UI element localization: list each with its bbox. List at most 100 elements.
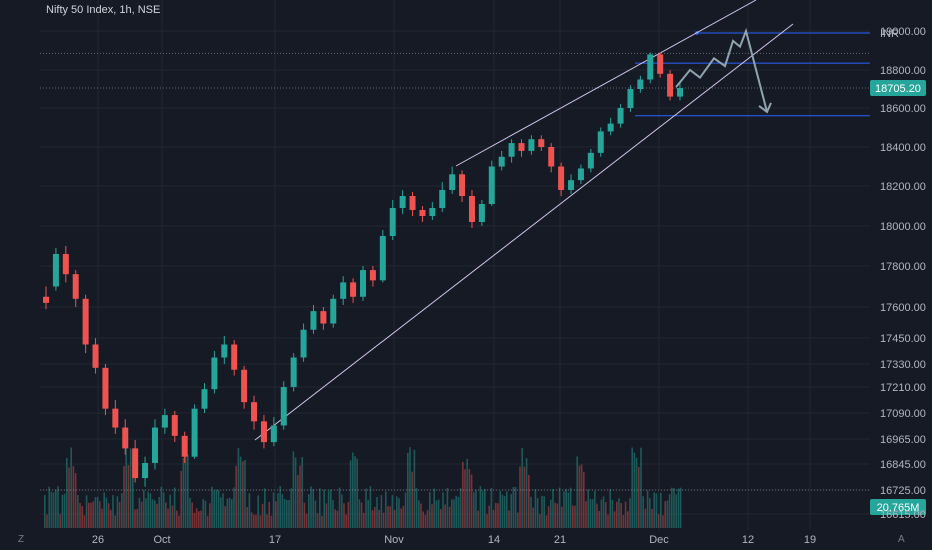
volume-bar xyxy=(330,489,332,528)
candle-body xyxy=(201,389,208,409)
chart-title: Nifty 50 Index, 1h, NSE xyxy=(46,4,161,16)
horizontal-levels[interactable]: INR 18705.20 20.765M xyxy=(40,28,926,515)
volume-bar xyxy=(552,488,554,528)
price-tick-label: 18400.00 xyxy=(880,142,926,154)
price-axis[interactable]: 19000.00 18800.00 18600.00 18400.00 18200.00… xyxy=(880,26,926,521)
volume-bar xyxy=(154,500,156,528)
volume-bar xyxy=(237,447,240,528)
volume-bar xyxy=(398,498,400,528)
volume-bar xyxy=(74,473,77,528)
volume-bar xyxy=(387,506,389,528)
volume-bar xyxy=(138,497,141,528)
volume-bar xyxy=(574,505,576,528)
volume-bar xyxy=(347,501,350,528)
rising-wedge-lines[interactable] xyxy=(254,0,794,441)
volume-bar xyxy=(268,501,270,528)
volume-bar xyxy=(646,490,649,528)
volume-bar xyxy=(149,493,152,528)
auto-scale-icon[interactable]: A xyxy=(898,534,905,545)
volume-bar xyxy=(534,489,537,528)
volume-bar xyxy=(547,506,550,528)
volume-bar xyxy=(167,508,169,528)
volume-bar xyxy=(171,505,174,528)
volume-bar xyxy=(118,501,121,528)
go-to-date-icon[interactable]: Z xyxy=(18,534,25,545)
volume-bar xyxy=(532,507,534,528)
volume-bar xyxy=(655,493,658,528)
forecast-path[interactable] xyxy=(675,27,772,114)
volume-bar xyxy=(92,501,94,528)
volume-bar xyxy=(132,452,134,528)
volume-bar xyxy=(528,474,530,528)
volume-bar xyxy=(431,504,433,528)
volume-bar xyxy=(312,488,314,528)
volume-bar xyxy=(70,447,72,528)
volume-bar xyxy=(666,500,669,528)
last-price-badge xyxy=(870,80,926,97)
volume-bar xyxy=(224,506,226,528)
price-tick-label: 17090.00 xyxy=(880,408,926,420)
volume-bar xyxy=(206,515,209,528)
candle-body xyxy=(577,168,584,181)
volume-bar xyxy=(422,511,424,528)
volume-bar xyxy=(512,486,515,528)
volume-bar xyxy=(407,452,409,528)
volume-bar xyxy=(396,496,398,528)
candle-body xyxy=(43,296,49,303)
candle-body xyxy=(151,427,158,463)
volume-bar xyxy=(343,503,345,528)
volume-bar xyxy=(462,462,464,528)
time-tick-label: 14 xyxy=(488,534,500,546)
volume-bar xyxy=(112,495,114,528)
candle-body xyxy=(171,415,178,436)
candle-body xyxy=(310,311,317,330)
volume-bar xyxy=(253,514,255,528)
candle-body xyxy=(657,54,664,74)
volume-bar xyxy=(596,503,598,528)
volume-bar xyxy=(151,499,154,528)
volume-bar xyxy=(341,494,343,528)
candle-body xyxy=(102,367,109,409)
volume-bar xyxy=(305,513,308,528)
candle-body xyxy=(231,344,238,370)
volume-bar xyxy=(360,502,363,528)
volume-bar xyxy=(277,493,279,528)
volume-bar xyxy=(605,502,607,528)
volume-bar xyxy=(415,488,418,528)
volume-bar xyxy=(521,448,523,528)
volume-bar xyxy=(279,486,281,528)
price-tick-label: 16725.00 xyxy=(880,485,926,497)
volume-bar xyxy=(270,515,273,528)
volume-bar xyxy=(374,506,376,528)
volume-bar xyxy=(323,489,325,528)
volume-bar xyxy=(356,458,358,528)
volume-bar xyxy=(618,498,620,528)
volume-bar xyxy=(349,460,352,528)
volume-bar xyxy=(281,494,284,528)
volume-bar xyxy=(50,491,53,528)
volume-bar xyxy=(275,501,277,528)
price-tick-label: 17600.00 xyxy=(880,302,926,314)
volume-bar xyxy=(455,495,457,528)
volume-bar xyxy=(127,464,130,528)
volume-bar xyxy=(165,502,167,528)
volume-bar xyxy=(578,465,581,528)
volume-bar xyxy=(541,495,543,528)
volume-bar xyxy=(156,503,158,528)
volume-bar xyxy=(677,488,680,528)
volume-bar xyxy=(105,497,108,528)
volume-bar xyxy=(558,487,561,528)
candlesticks xyxy=(43,52,683,487)
volume-bar xyxy=(321,515,323,528)
volume-bar xyxy=(211,486,213,528)
price-tick-label: 16615.00 xyxy=(880,509,926,521)
volume-bar xyxy=(629,498,631,528)
candle-body xyxy=(558,166,565,190)
time-axis[interactable]: 26 Oct 17 Nov 14 21 Dec 12 19 xyxy=(92,534,816,546)
price-tick-label: 16845.00 xyxy=(880,459,926,471)
volume-bar xyxy=(338,487,341,528)
price-tick-label: 18800.00 xyxy=(880,65,926,77)
volume-bar xyxy=(466,458,468,528)
candle-body xyxy=(449,174,456,190)
